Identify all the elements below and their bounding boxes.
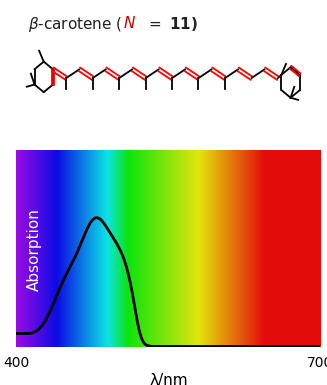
- Text: $\it{N}$: $\it{N}$: [123, 15, 136, 32]
- Text: $=$ 11): $=$ 11): [140, 15, 198, 33]
- Text: Absorption: Absorption: [26, 208, 42, 291]
- Text: $\beta$-carotene (: $\beta$-carotene (: [28, 15, 123, 35]
- X-axis label: λ/nm: λ/nm: [149, 373, 188, 385]
